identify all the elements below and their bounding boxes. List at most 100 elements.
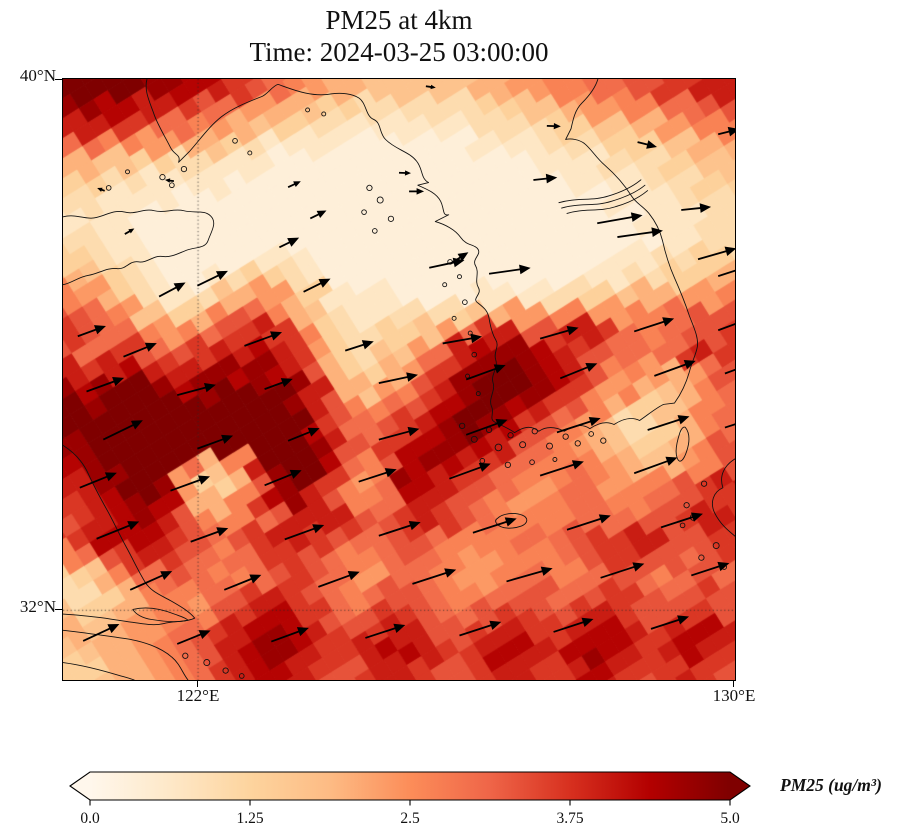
wind-arrow: [566, 514, 611, 531]
wind-arrow: [344, 340, 374, 352]
ytick-label-32n: 32°N: [19, 597, 56, 616]
colorbar-label: PM25 (ug/m³): [780, 775, 882, 795]
ytick-mark-32n: [55, 609, 62, 611]
wind-quiver-layer: [77, 84, 735, 645]
colorbar-tick-label: 3.75: [556, 810, 583, 827]
wind-arrow: [244, 331, 283, 347]
wind-arrow: [264, 378, 293, 390]
island-outline: [698, 554, 705, 561]
wind-arrow: [717, 126, 735, 137]
coastline-layer: [63, 79, 735, 680]
wind-arrow: [79, 472, 117, 489]
chart-subtitle-time: Time: 2024-03-25 03:00:00: [249, 37, 549, 67]
island-outline: [180, 165, 188, 173]
colorbar-tick-label: 1.25: [236, 810, 263, 827]
wind-arrow: [287, 181, 301, 188]
wind-arrow: [82, 624, 120, 642]
island-outline: [712, 542, 720, 550]
island-outline: [531, 428, 538, 435]
island-outline: [125, 169, 130, 175]
wind-arrow: [539, 460, 584, 477]
wind-arrow: [190, 527, 229, 543]
wind-arrow: [318, 571, 360, 588]
wind-arrow: [556, 416, 601, 434]
wind-arrow: [600, 562, 645, 579]
wind-arrow: [378, 520, 421, 537]
island-outline: [470, 435, 478, 443]
coastline-path: [566, 190, 649, 214]
wind-arrow: [660, 512, 703, 529]
island-outline: [494, 443, 503, 452]
xtick-mark-130e: [733, 680, 735, 687]
wind-arrow: [177, 382, 216, 396]
island-outline: [562, 433, 569, 440]
map-axes-frame: [62, 78, 736, 681]
wind-arrow: [546, 123, 561, 130]
wind-arrow: [429, 257, 465, 269]
wind-arrow: [409, 188, 425, 195]
wind-arrow: [271, 627, 309, 643]
wind-arrow: [129, 571, 173, 591]
wind-arrow: [465, 364, 506, 381]
coastline-path: [145, 79, 699, 434]
wind-arrow: [617, 227, 663, 238]
colorbar-tick-label: 5.0: [720, 810, 740, 827]
island-outline: [366, 184, 373, 192]
wind-arrow: [637, 140, 657, 149]
coastline-path: [63, 444, 196, 626]
wind-arrow: [86, 377, 125, 393]
island-outline: [387, 215, 395, 222]
wind-arrow: [533, 173, 558, 184]
island-outline: [222, 667, 229, 674]
island-outline: [700, 480, 708, 487]
island-outline: [442, 282, 448, 288]
island-outline: [372, 228, 378, 234]
island-outline: [471, 351, 478, 358]
wind-arrow: [412, 568, 457, 585]
coastline-path: [495, 513, 528, 529]
island-outline: [679, 522, 686, 529]
chart-title: PM25 at 4km: [325, 5, 473, 35]
wind-arrow: [425, 84, 436, 90]
island-outline: [451, 315, 457, 321]
island-outline: [376, 196, 384, 204]
wind-arrow: [77, 325, 106, 338]
island-outline: [321, 111, 327, 117]
coastline-path: [63, 209, 215, 286]
wind-arrow: [303, 278, 331, 293]
ytick-mark-40n: [55, 79, 62, 81]
wind-arrow: [449, 462, 491, 480]
wind-arrow: [176, 630, 211, 645]
wind-arrow: [170, 475, 210, 492]
coastline-path: [63, 662, 135, 680]
island-outline: [459, 422, 466, 430]
island-outline: [683, 502, 690, 509]
colorbar-gradient-bar: [69, 771, 751, 801]
island-outline: [232, 138, 238, 144]
wind-arrow: [691, 561, 730, 577]
island-outline: [479, 458, 486, 464]
island-outline: [504, 461, 511, 469]
wind-arrow: [465, 418, 508, 436]
wind-arrow: [164, 178, 175, 183]
wind-arrow: [378, 372, 418, 384]
wind-arrow: [681, 203, 712, 213]
wind-arrow: [278, 237, 300, 249]
colorbar-tick-label: 0.0: [80, 810, 100, 827]
wind-arrow: [633, 317, 675, 333]
wind-arrow: [287, 427, 320, 442]
wind-arrow: [647, 415, 690, 431]
wind-arrow: [488, 264, 531, 275]
island-outline: [507, 432, 514, 439]
wind-arrow: [442, 333, 483, 345]
wind-arrow: [724, 368, 735, 375]
island-outline: [574, 440, 581, 447]
island-outline: [467, 330, 473, 336]
wind-arrow: [309, 210, 327, 220]
coastline-path: [561, 184, 646, 209]
colorbar-tick-label: 2.5: [400, 810, 420, 827]
coastline-path: [558, 179, 642, 204]
wind-arrow: [506, 566, 553, 583]
coastline-path: [675, 426, 690, 462]
wind-arrow: [459, 620, 502, 637]
